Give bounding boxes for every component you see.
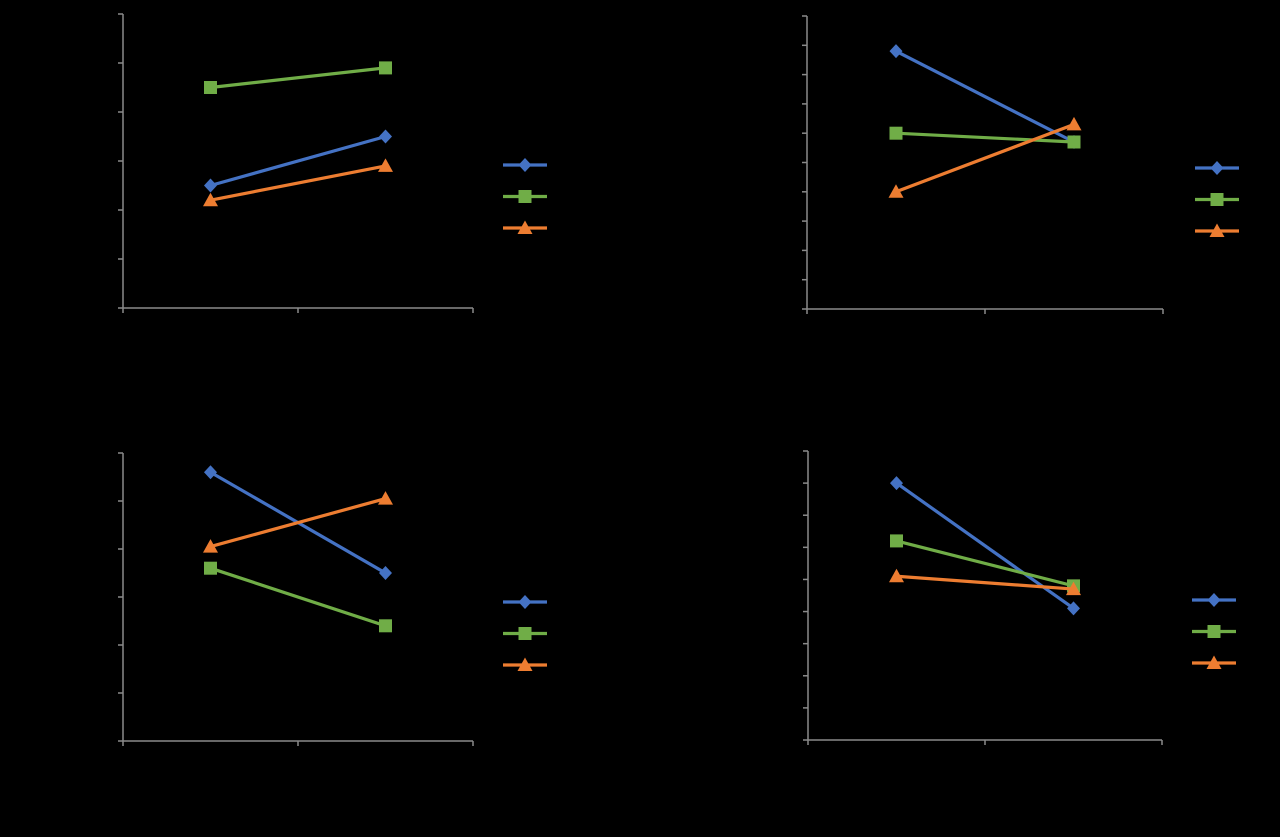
chart-panel-2 (802, 15, 1239, 314)
legend-entry-2 (1192, 625, 1236, 638)
series-2-point-1 (889, 126, 903, 140)
legend-entry-3 (503, 657, 547, 671)
legend-entry-2 (1195, 193, 1239, 206)
series-line-2 (896, 539, 1074, 588)
series-1-point-2 (379, 129, 392, 144)
series-line-1 (895, 481, 1075, 610)
series-2-point-2 (1067, 135, 1081, 149)
series-line-3 (210, 497, 386, 549)
series-3-point-1 (203, 539, 218, 553)
legend-marker (1210, 161, 1224, 175)
series-line-2 (895, 131, 1075, 144)
series-1-point-1 (204, 465, 217, 480)
chart-panel-3 (118, 452, 547, 746)
series-1-point-2 (379, 566, 392, 580)
series-line-2 (210, 66, 386, 90)
series-line-1 (210, 134, 386, 188)
chart-panel-4 (803, 450, 1236, 745)
legend-entry-2 (503, 190, 547, 203)
series-2-point-1 (890, 534, 903, 548)
legend-entry-3 (503, 220, 547, 234)
legend-marker (518, 627, 532, 640)
legend-entry-1 (1192, 593, 1236, 607)
legend-marker (518, 158, 532, 172)
series-line-1 (895, 49, 1075, 144)
series-3-point-2 (378, 491, 393, 505)
series-1-point-2 (1067, 601, 1080, 616)
series-3-point-1 (889, 568, 904, 583)
series-line-3 (896, 574, 1074, 591)
series-2-point-1 (204, 81, 217, 94)
legend-entry-1 (1195, 161, 1239, 175)
series-3-point-2 (1066, 116, 1082, 131)
series-3-point-2 (378, 158, 393, 172)
legend-marker (518, 595, 532, 609)
legend-marker (1209, 223, 1225, 237)
legend-entry-3 (1195, 223, 1239, 237)
series-2-point-2 (379, 619, 392, 633)
legend-marker (1210, 193, 1224, 206)
series-2-point-1 (204, 561, 217, 575)
legend-marker (1207, 625, 1221, 638)
series-3-point-2 (1066, 581, 1081, 596)
legend-marker (1206, 655, 1222, 669)
series-line-2 (209, 566, 387, 628)
series-1-point-1 (890, 476, 903, 491)
series-3-point-1 (203, 192, 218, 207)
legend-entry-2 (503, 627, 547, 640)
series-2-point-2 (379, 61, 392, 75)
legend-entry-3 (1192, 655, 1236, 669)
legend-entry-1 (503, 158, 547, 172)
legend-marker (518, 190, 532, 203)
chart-panel-1 (118, 13, 547, 313)
legend-marker (517, 657, 533, 671)
legend-marker (517, 220, 533, 234)
series-line-3 (210, 164, 386, 202)
series-3-point-1 (888, 184, 904, 198)
series-1-point-1 (204, 178, 217, 193)
series-line-3 (895, 122, 1075, 194)
legend-entry-1 (503, 595, 547, 609)
legend-marker (1207, 593, 1221, 607)
series-1-point-1 (889, 44, 903, 59)
